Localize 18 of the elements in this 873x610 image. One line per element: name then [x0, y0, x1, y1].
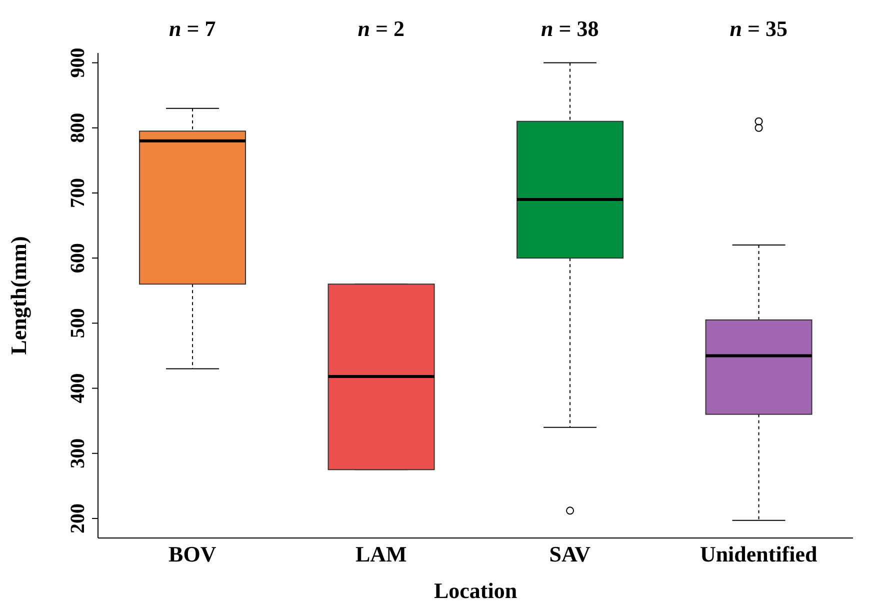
text: n = 7 [168, 16, 217, 42]
y-axis-title: Length(mm) [6, 236, 31, 355]
text: n = 38 [540, 16, 600, 42]
x-tick-label: LAM [355, 542, 408, 567]
y-tick-label: 400 [67, 373, 89, 404]
x-tick-label: BOV [168, 542, 216, 567]
y-tick-label: 700 [67, 178, 89, 208]
text: n = 2 [356, 16, 406, 42]
y-tick-label: 300 [67, 438, 89, 468]
x-tick-label: SAV [549, 542, 591, 567]
y-tick-label: 600 [67, 243, 89, 274]
x-tick-label: Unidentified [700, 542, 818, 567]
y-tick-label: 200 [67, 503, 89, 534]
x-axis-title: Location [434, 578, 518, 603]
y-tick-label: 800 [67, 112, 89, 143]
y-tick-label: 500 [67, 308, 89, 338]
y-tick-label: 900 [67, 48, 89, 78]
text: n = 35 [728, 16, 789, 42]
